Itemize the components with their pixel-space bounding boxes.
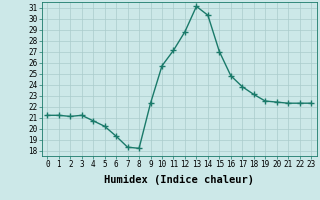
- X-axis label: Humidex (Indice chaleur): Humidex (Indice chaleur): [104, 175, 254, 185]
